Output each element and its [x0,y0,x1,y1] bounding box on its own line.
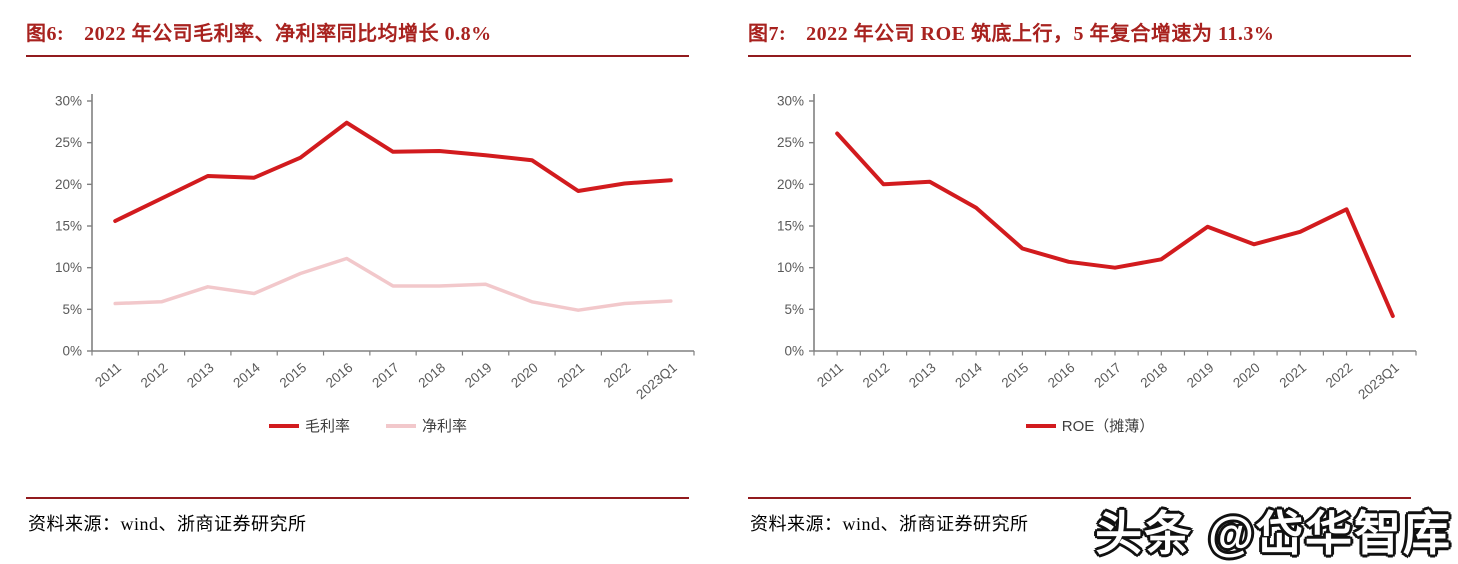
x-tick-label: 2020 [508,360,541,391]
figure-6: 图6: 2022 年公司毛利率、净利率同比均增长 0.8% 0% 5% 10% 15%… [26,10,710,552]
y-tick-label: 0% [62,344,82,359]
y-tick-label: 0% [784,344,804,359]
y-tick-label: 20% [55,177,82,192]
legend-label: 毛利率 [304,418,350,435]
figure-6-title: 2022 年公司毛利率、净利率同比均增长 0.8% [84,23,492,45]
x-tick-label: 2023Q1 [633,360,679,402]
y-tick-label: 5% [784,302,804,317]
line-chart-canvas: 0% 5% 10% 15% 20% 25% 30% 2011 2012 2013 2014 2015 2… [55,94,695,402]
series-line-净利率 [113,256,673,312]
x-tick-label: 2013 [906,360,939,391]
legend-item-毛利率: 毛利率 [268,415,350,436]
x-tick-label: 2012 [138,360,171,391]
y-tick-label: 10% [777,260,804,275]
legend-swatch [1025,423,1056,428]
figure-6-title-rule [26,55,690,57]
x-tick-label: 2019 [462,360,495,391]
figure-7-bottom-rule [748,497,1412,499]
x-tick-label: 2017 [369,360,402,391]
x-tick-label: 2020 [1230,360,1263,391]
figure-7-chart: 0% 5% 10% 15% 20% 25% 30% 2011 2012 2013 2014 2015 2… [752,87,1432,415]
x-tick-label: 2022 [601,360,634,391]
figure-6-legend: 毛利率 净利率 [26,415,710,436]
report-figures-row: 图6: 2022 年公司毛利率、净利率同比均增长 0.8% 0% 5% 10% 15%… [26,10,1432,552]
figure-7-header: 图7: 2022 年公司 ROE 筑底上行，5 年复合增速为 11.3% [748,10,1432,55]
figure-6-label: 图6: [26,23,65,45]
line-chart-canvas: 0% 5% 10% 15% 20% 25% 30% 2011 2012 2013 2014 2015 2… [777,94,1417,402]
legend-swatch [268,423,299,428]
y-tick-label: 15% [777,219,804,234]
figure-6-header: 图6: 2022 年公司毛利率、净利率同比均增长 0.8% [26,10,710,55]
x-tick-label: 2021 [555,360,588,391]
figure-7-title-rule [748,55,1412,57]
x-tick-label: 2012 [860,360,893,391]
y-tick-label: 5% [62,302,82,317]
figure-7-legend: ROE（摊薄） [748,415,1432,436]
y-tick-label: 25% [55,135,82,150]
x-tick-label: 2018 [416,360,449,391]
figure-6-bottom-rule [26,497,690,499]
x-tick-label: 2018 [1138,360,1171,391]
x-tick-label: 2016 [1045,360,1078,391]
figure-6-source: 资料来源：wind、浙商证券研究所 [28,514,307,534]
x-tick-label: 2011 [814,360,846,390]
legend-label: 净利率 [422,418,468,435]
x-tick-label: 2021 [1277,360,1310,391]
x-tick-label: 2023Q1 [1355,360,1401,402]
x-tick-label: 2017 [1091,360,1124,391]
y-tick-label: 30% [777,94,804,109]
figure-7-label: 图7: [748,23,787,45]
x-tick-label: 2014 [952,360,985,391]
series-line-毛利率 [113,120,673,223]
x-tick-label: 2022 [1323,360,1356,391]
y-tick-label: 15% [55,219,82,234]
series-line-ROE（摊薄） [835,131,1395,318]
figure-6-chart: 0% 5% 10% 15% 20% 25% 30% 2011 2012 2013 2014 2015 2… [30,87,710,415]
figure-7-source: 资料来源：wind、浙商证券研究所 [750,514,1029,534]
x-tick-label: 2013 [184,360,217,391]
x-tick-label: 2015 [277,360,310,391]
legend-item-净利率: 净利率 [386,415,467,436]
legend-label: ROE（摊薄） [1061,418,1155,435]
legend-swatch [386,423,416,428]
y-tick-label: 30% [55,94,82,109]
x-tick-label: 2015 [999,360,1032,391]
x-tick-label: 2019 [1184,360,1217,391]
y-tick-label: 25% [777,135,804,150]
x-tick-label: 2014 [230,360,263,391]
figure-7: 图7: 2022 年公司 ROE 筑底上行，5 年复合增速为 11.3% 0% 5… [748,10,1432,552]
x-tick-label: 2016 [323,360,356,391]
y-tick-label: 10% [55,260,82,275]
y-tick-label: 20% [777,177,804,192]
x-tick-label: 2011 [92,360,124,390]
watermark: 头条 @岱华智库 [1095,507,1452,560]
figure-7-title: 2022 年公司 ROE 筑底上行，5 年复合增速为 11.3% [806,23,1275,45]
legend-item-ROE（摊薄）: ROE（摊薄） [1025,415,1155,436]
